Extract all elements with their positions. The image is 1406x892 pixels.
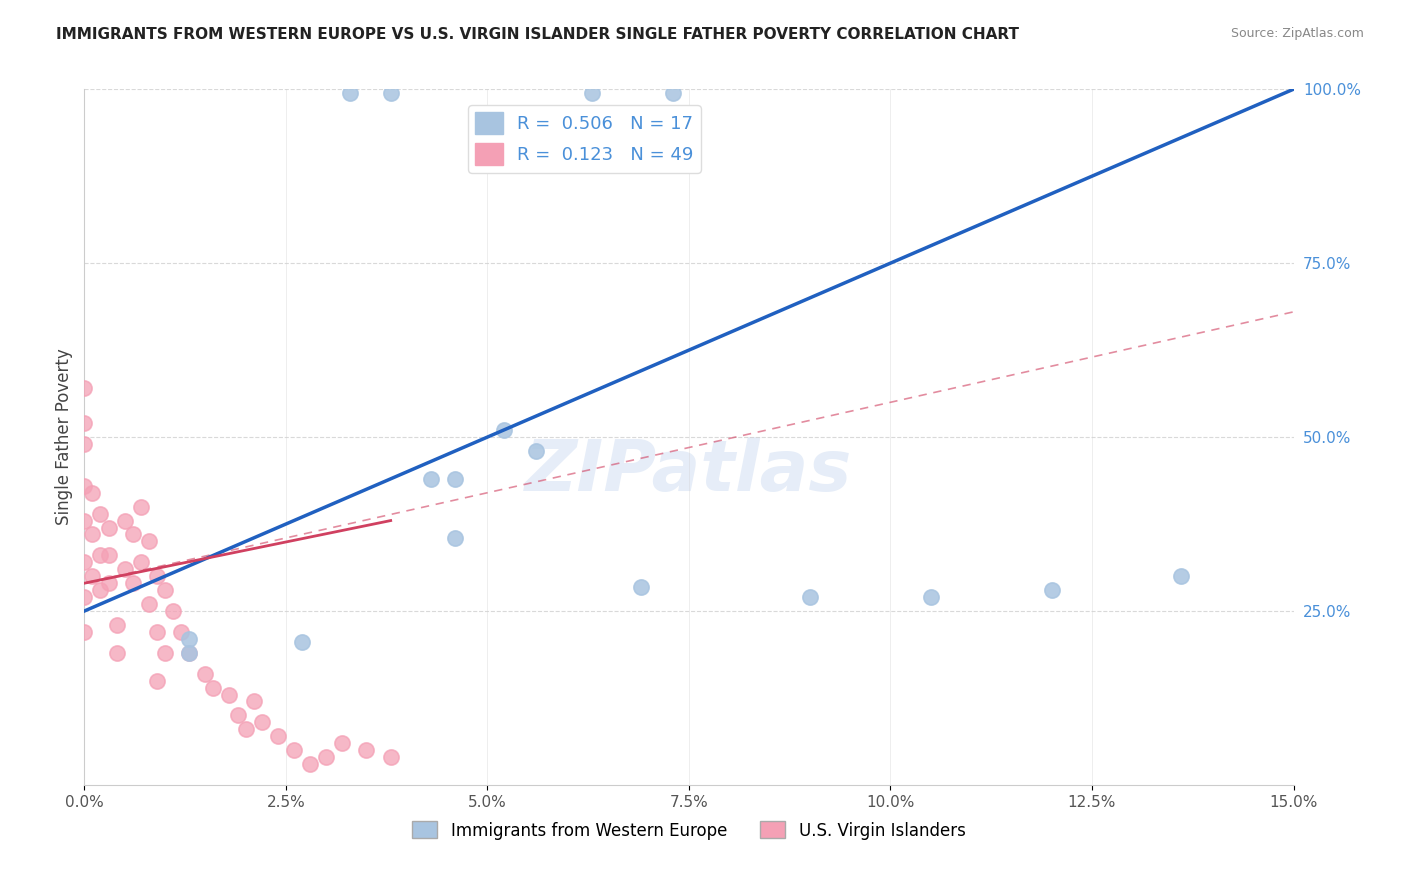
Point: [380, 86, 402, 100]
Point: [114, 514, 136, 528]
Legend: Immigrants from Western Europe, U.S. Virgin Islanders: Immigrants from Western Europe, U.S. Vir…: [406, 814, 972, 847]
Point: [581, 86, 603, 100]
Point: [444, 472, 467, 486]
Point: [73, 590, 96, 604]
Point: [97, 549, 120, 563]
Point: [97, 576, 120, 591]
Point: [179, 646, 201, 660]
Text: IMMIGRANTS FROM WESTERN EUROPE VS U.S. VIRGIN ISLANDER SINGLE FATHER POVERTY COR: IMMIGRANTS FROM WESTERN EUROPE VS U.S. V…: [56, 27, 1019, 42]
Point: [179, 646, 201, 660]
Point: [73, 479, 96, 493]
Y-axis label: Single Father Poverty: Single Father Poverty: [55, 349, 73, 525]
Point: [291, 635, 314, 649]
Point: [105, 618, 128, 632]
Point: [1170, 569, 1192, 583]
Point: [73, 437, 96, 451]
Point: [97, 520, 120, 534]
Point: [226, 708, 249, 723]
Point: [194, 666, 217, 681]
Point: [250, 715, 273, 730]
Point: [146, 624, 169, 639]
Point: [82, 485, 104, 500]
Point: [283, 743, 305, 757]
Point: [202, 681, 225, 695]
Point: [330, 736, 353, 750]
Point: [89, 507, 111, 521]
Point: [492, 423, 515, 437]
Point: [242, 694, 264, 708]
Text: ZIPatlas: ZIPatlas: [526, 437, 852, 507]
Point: [146, 569, 169, 583]
Point: [299, 757, 322, 772]
Point: [82, 569, 104, 583]
Point: [630, 580, 652, 594]
Point: [444, 531, 467, 545]
Point: [114, 562, 136, 576]
Text: Source: ZipAtlas.com: Source: ZipAtlas.com: [1230, 27, 1364, 40]
Point: [315, 750, 337, 764]
Point: [380, 750, 402, 764]
Point: [420, 472, 443, 486]
Point: [356, 743, 378, 757]
Point: [129, 555, 152, 569]
Point: [662, 86, 685, 100]
Point: [162, 604, 184, 618]
Point: [89, 549, 111, 563]
Point: [138, 534, 160, 549]
Point: [339, 86, 361, 100]
Point: [121, 527, 143, 541]
Point: [73, 514, 96, 528]
Point: [218, 688, 240, 702]
Point: [153, 646, 176, 660]
Point: [82, 527, 104, 541]
Point: [89, 583, 111, 598]
Point: [73, 416, 96, 430]
Point: [105, 646, 128, 660]
Point: [235, 723, 257, 737]
Point: [146, 673, 169, 688]
Point: [920, 590, 942, 604]
Point: [138, 597, 160, 611]
Point: [121, 576, 143, 591]
Point: [73, 624, 96, 639]
Point: [524, 444, 547, 458]
Point: [129, 500, 152, 514]
Point: [153, 583, 176, 598]
Point: [73, 555, 96, 569]
Point: [1040, 583, 1063, 598]
Point: [73, 381, 96, 395]
Point: [170, 624, 193, 639]
Point: [267, 729, 290, 743]
Point: [179, 632, 201, 646]
Point: [799, 590, 821, 604]
